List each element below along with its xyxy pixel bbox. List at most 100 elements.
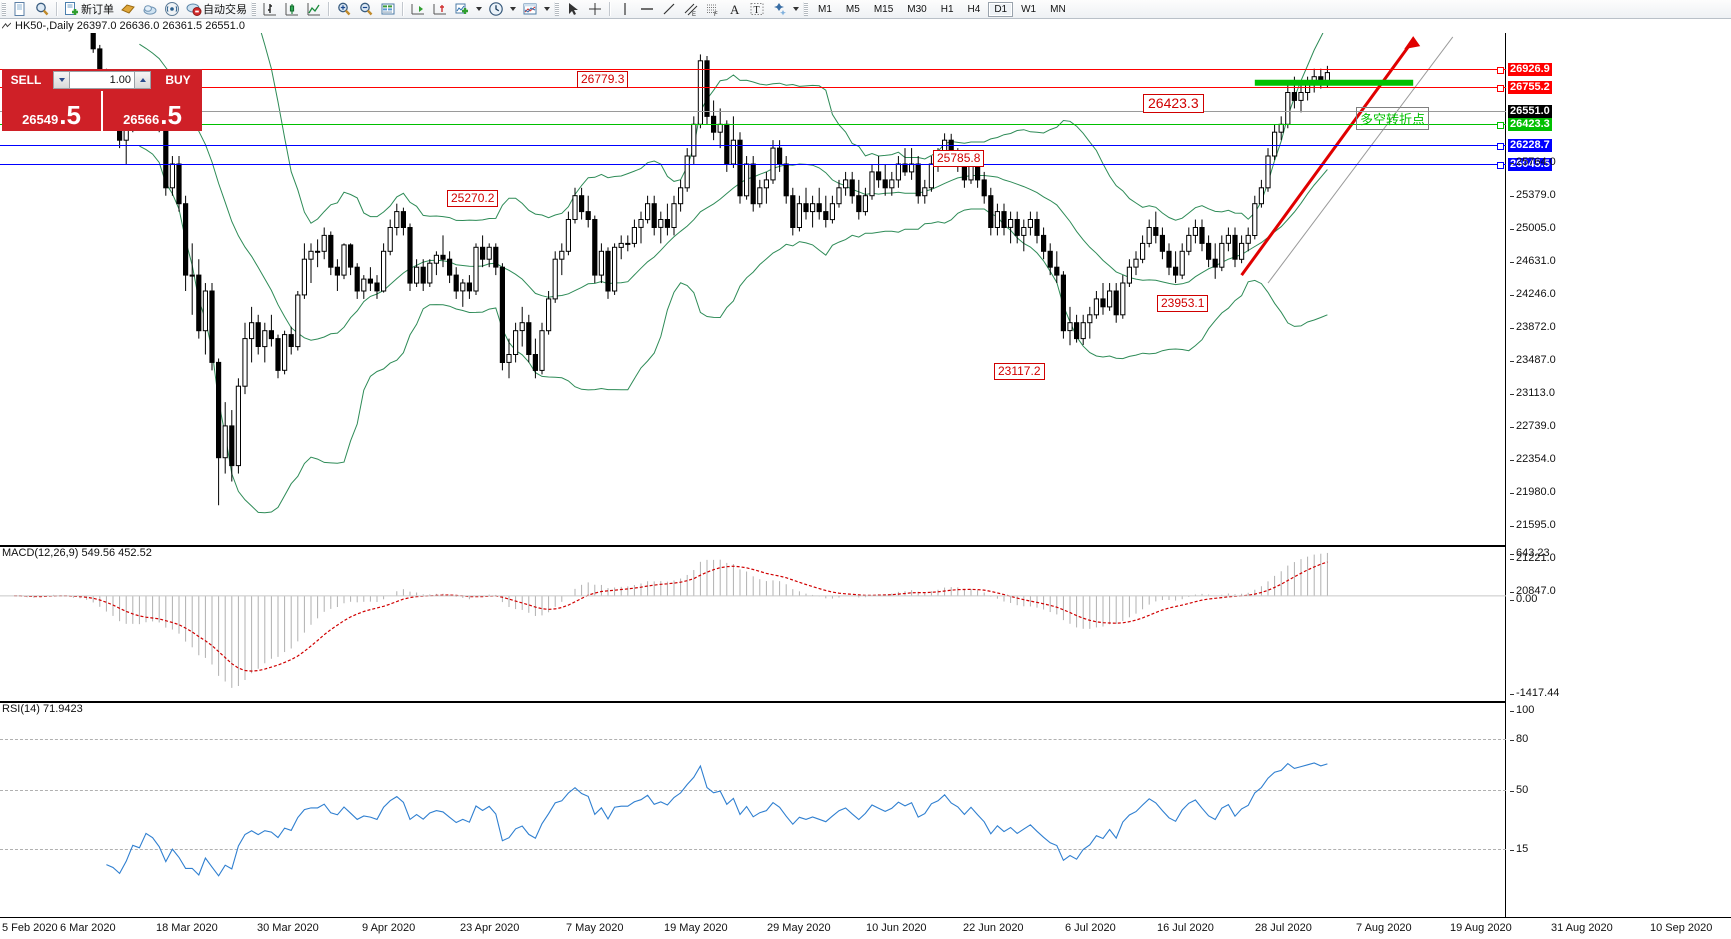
- price-chart: [90, 33, 1454, 514]
- annotation-26779[interactable]: 26779.3: [577, 71, 629, 88]
- objects-list-tool[interactable]: [769, 1, 789, 17]
- resistance-line-1-handle[interactable]: [1497, 67, 1504, 74]
- support-line-green-handle[interactable]: [1497, 122, 1504, 129]
- expert-advisors-button[interactable]: [118, 1, 138, 17]
- buy-price[interactable]: 26566 .5: [103, 91, 202, 131]
- trend-reversal-annotation[interactable]: 多空转折点: [1356, 107, 1430, 130]
- price-tick: 24246.0: [1510, 288, 1556, 300]
- date-tick: 16 Jul 2020: [1157, 922, 1214, 934]
- volume-decrease-button[interactable]: [53, 71, 70, 89]
- date-tick: 19 May 2020: [664, 922, 728, 934]
- toolbar-grip-3[interactable]: [554, 2, 559, 16]
- annotation-23117[interactable]: 23117.2: [994, 363, 1045, 380]
- price-tick: 21980.0: [1510, 486, 1556, 498]
- resistance-line-1[interactable]: [0, 69, 1506, 70]
- timeframe-w1[interactable]: W1: [1021, 3, 1037, 15]
- date-tick: 30 Mar 2020: [257, 922, 319, 934]
- zoom-in-button[interactable]: [334, 1, 354, 17]
- level-line-blue-1[interactable]: [0, 145, 1506, 146]
- horizontal-line-tool[interactable]: [637, 1, 657, 17]
- toolbar-grip[interactable]: [1, 2, 6, 16]
- vertical-line-tool[interactable]: [615, 1, 635, 17]
- line-chart-button[interactable]: [304, 1, 324, 17]
- toolbar-separator-3: [402, 2, 404, 16]
- resistance-line-2[interactable]: [0, 87, 1506, 88]
- new-order-button[interactable]: 新订单: [62, 1, 116, 17]
- annotation-26423[interactable]: 26423.3: [1143, 94, 1204, 113]
- timeframe-m1[interactable]: M1: [818, 3, 832, 15]
- price-tick: 25005.0: [1510, 222, 1556, 234]
- price-axis[interactable]: 26926.9 26755.2 26551.0 26423.3 26228.7 …: [1506, 33, 1731, 917]
- rsi-axis-tick: 15: [1509, 843, 1529, 855]
- timeframe-d1[interactable]: D1: [988, 1, 1014, 17]
- shift-end-button[interactable]: [408, 1, 428, 17]
- templates-dropdown-caret[interactable]: [544, 7, 550, 11]
- auto-scroll-button[interactable]: [430, 1, 450, 17]
- volume-increase-button[interactable]: [134, 71, 151, 89]
- annotation-25270[interactable]: 25270.2: [447, 190, 499, 207]
- period-button[interactable]: [486, 1, 506, 17]
- rsi-level-15: [0, 849, 1506, 850]
- search-button[interactable]: [32, 1, 52, 17]
- toolbar-grip-2[interactable]: [251, 2, 256, 16]
- price-tag-26423[interactable]: 26423.3: [1508, 118, 1552, 131]
- price-tag-26755[interactable]: 26755.2: [1508, 81, 1552, 94]
- candlestick-chart-button[interactable]: [282, 1, 302, 17]
- price-tick: 24631.0: [1510, 255, 1556, 267]
- rsi-label: RSI(14) 71.9423: [2, 703, 83, 715]
- period-dropdown-caret[interactable]: [510, 7, 516, 11]
- equidistant-channel-tool[interactable]: E: [681, 1, 701, 17]
- crosshair-tool[interactable]: [585, 1, 605, 17]
- support-line-green[interactable]: [0, 124, 1506, 125]
- volume-stepper[interactable]: 1.00: [50, 69, 154, 91]
- timeframe-m5[interactable]: M5: [845, 3, 860, 15]
- resistance-line-2-handle[interactable]: [1497, 85, 1504, 92]
- date-tick: 19 Aug 2020: [1450, 922, 1512, 934]
- sell-price[interactable]: 26549 .5: [2, 91, 101, 131]
- date-tick: 18 Mar 2020: [156, 922, 218, 934]
- indicators-button[interactable]: [452, 1, 472, 17]
- rsi-axis-tick: 50: [1509, 784, 1529, 796]
- volume-input[interactable]: 1.00: [70, 71, 134, 89]
- price-tag-26926[interactable]: 26926.9: [1508, 63, 1552, 76]
- bar-chart-button[interactable]: [260, 1, 280, 17]
- svg-text:A: A: [730, 2, 740, 17]
- zoom-out-button[interactable]: [356, 1, 376, 17]
- level-line-blue-2[interactable]: [0, 164, 1506, 165]
- signals-button[interactable]: [162, 1, 182, 17]
- trendline-tool[interactable]: [659, 1, 679, 17]
- chart-plot-area[interactable]: 26779.3 25785.8 25270.2 23117.2 23953.1 …: [0, 33, 1506, 917]
- zoom-out-icon: [360, 2, 373, 16]
- price-tick: 25764.0: [1510, 156, 1556, 168]
- autotrading-button[interactable]: 自动交易: [184, 1, 249, 17]
- text-label-tool[interactable]: T: [747, 1, 767, 17]
- data-window-button[interactable]: [378, 1, 398, 17]
- level-line-blue-2-handle[interactable]: [1497, 162, 1504, 169]
- new-chart-button[interactable]: [10, 1, 30, 17]
- annotation-23953[interactable]: 23953.1: [1157, 295, 1209, 312]
- timeframe-h4[interactable]: H4: [967, 3, 981, 15]
- sell-button[interactable]: SELL: [2, 69, 50, 91]
- metaeditor-button[interactable]: [140, 1, 160, 17]
- buy-button[interactable]: BUY: [154, 69, 202, 91]
- templates-button[interactable]: [520, 1, 540, 17]
- indicators-dropdown-caret[interactable]: [476, 7, 482, 11]
- objects-dropdown-caret[interactable]: [793, 7, 799, 11]
- text-tool[interactable]: A: [725, 1, 745, 17]
- cursor-tool[interactable]: [563, 1, 583, 17]
- date-tick: 6 Jul 2020: [1065, 922, 1116, 934]
- timeframe-h1[interactable]: H1: [940, 3, 954, 15]
- price-tag-26228[interactable]: 26228.7: [1508, 139, 1552, 152]
- timeframe-mn[interactable]: MN: [1050, 3, 1066, 15]
- price-tick: 20847.0: [1510, 585, 1556, 597]
- annotation-25785[interactable]: 25785.8: [933, 150, 985, 167]
- price-tag-26045[interactable]: 26045.5: [1508, 158, 1552, 171]
- fibonacci-tool[interactable]: F: [703, 1, 723, 17]
- date-axis[interactable]: 5 Feb 2020 6 Mar 2020 18 Mar 2020 30 Mar…: [0, 917, 1731, 939]
- timeframe-m30[interactable]: M30: [907, 3, 927, 15]
- timeframe-m15[interactable]: M15: [873, 3, 894, 15]
- level-line-blue-1-handle[interactable]: [1497, 143, 1504, 150]
- toolbar-grip-4[interactable]: [803, 2, 808, 16]
- one-click-trading-panel[interactable]: SELL 1.00 BUY 26549 .5 26566 .5: [2, 69, 202, 131]
- price-tag-last[interactable]: 26551.0: [1508, 105, 1552, 118]
